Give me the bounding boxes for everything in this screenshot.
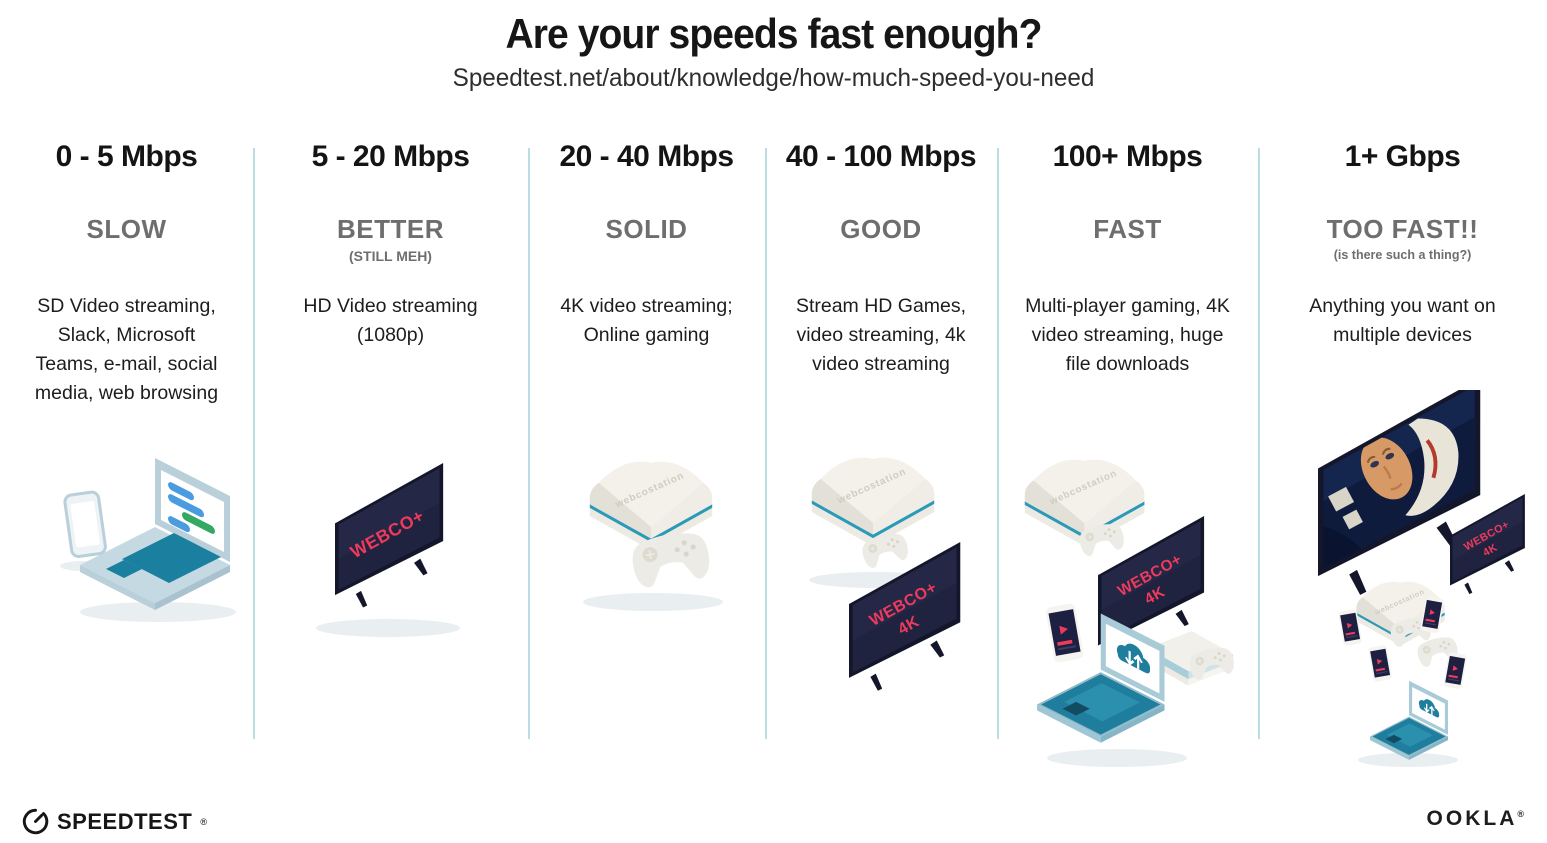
column-divider	[253, 148, 255, 739]
speedtest-wordmark: SPEEDTEST	[57, 808, 193, 834]
tv-4k-icon: WEBCO+ 4K	[1450, 494, 1525, 595]
rating-label: FAST	[1093, 214, 1162, 244]
speed-range: 1+ Gbps	[1344, 140, 1461, 173]
rating-note: (is there such a thing?)	[1333, 248, 1472, 262]
ookla-wordmark: OOKLA	[1426, 807, 1518, 830]
speed-description: Multi-player gaming, 4K video streaming,…	[1025, 295, 1230, 375]
smartphone-icon	[62, 489, 108, 559]
smartphone-video-icon	[1368, 644, 1393, 683]
speed-column-100-plus-mbps: 100+ Mbps FAST Multi-player gaming, 4K v…	[997, 140, 1258, 780]
game-console-icon: webcostation	[1356, 581, 1445, 646]
speed-range: 100+ Mbps	[1052, 140, 1203, 173]
speedtest-gauge-icon	[22, 808, 49, 835]
ookla-logo: OOKLA®	[1427, 807, 1527, 831]
speed-column-5-20-mbps: 5 - 20 Mbps BETTER (STILL MEH) HD Video …	[253, 140, 528, 780]
smartphone-video-icon	[1442, 652, 1468, 690]
column-divider	[997, 148, 999, 739]
rating-label: GOOD	[840, 214, 922, 244]
speed-column-40-100-mbps: 40 - 100 Mbps GOOD Stream HD Games, vide…	[765, 140, 997, 780]
speed-range: 5 - 20 Mbps	[311, 140, 470, 173]
speed-description: 4K video streaming; Online gaming	[560, 295, 733, 346]
speed-column-20-40-mbps: 20 - 40 Mbps SOLID 4K video streaming; O…	[528, 140, 765, 780]
speedtest-trademark: ®	[200, 816, 207, 827]
laptop-cloud-download-icon	[1369, 680, 1449, 761]
console-controller-illustration: webcostation	[583, 461, 723, 611]
rating-label: SOLID	[605, 214, 688, 244]
tv-4k-icon: WEBCO+ 4K	[849, 542, 961, 691]
rating-note: (STILL MEH)	[349, 248, 432, 264]
game-console-icon: webcostation	[1024, 459, 1145, 547]
speed-description: SD Video streaming, Slack, Microsoft Tea…	[34, 295, 219, 404]
hd-tv-illustration: WEBCO+	[316, 463, 460, 637]
column-divider	[1258, 148, 1260, 739]
column-divider	[528, 148, 530, 739]
ookla-trademark: ®	[1517, 809, 1527, 819]
rating-label: BETTER	[337, 214, 444, 244]
speed-range: 20 - 40 Mbps	[559, 140, 734, 173]
speed-description: Anything you want on multiple devices	[1309, 295, 1496, 346]
page-subtitle: Speedtest.net/about/knowledge/how-much-s…	[452, 64, 1095, 92]
game-console-icon: webcostation	[589, 461, 713, 551]
speed-column-0-5-mbps: 0 - 5 Mbps SLOW SD Video streaming, Slac…	[0, 140, 253, 780]
multi-device-illustration: webcostation WEBCO+ 4K	[1024, 459, 1237, 767]
rating-label: TOO FAST!!	[1326, 214, 1479, 244]
speedtest-logo: SPEEDTEST ®	[22, 808, 207, 835]
speed-range: 0 - 5 Mbps	[55, 140, 198, 173]
rating-label: SLOW	[86, 214, 167, 244]
laptop-chat-phone-illustration	[60, 458, 236, 622]
speed-description: Stream HD Games, video streaming, 4k vid…	[795, 295, 967, 375]
speed-range: 40 - 100 Mbps	[785, 140, 977, 173]
speed-column-1-plus-gbps: 1+ Gbps TOO FAST!! (is there such a thin…	[1258, 140, 1547, 780]
smartphone-video-icon	[1045, 602, 1085, 664]
page-title: Are your speeds fast enough?	[505, 10, 1042, 57]
tv-icon: WEBCO+	[335, 463, 444, 608]
game-console-icon: webcostation	[811, 457, 935, 547]
speed-description: HD Video streaming (1080p)	[303, 295, 478, 346]
movie-tv-device-cluster-illustration: WEBCO+ 4K webcostation	[1318, 390, 1525, 767]
column-divider	[765, 148, 767, 739]
console-4k-tv-illustration: webcostation WEBCO+ 4K	[809, 457, 961, 691]
